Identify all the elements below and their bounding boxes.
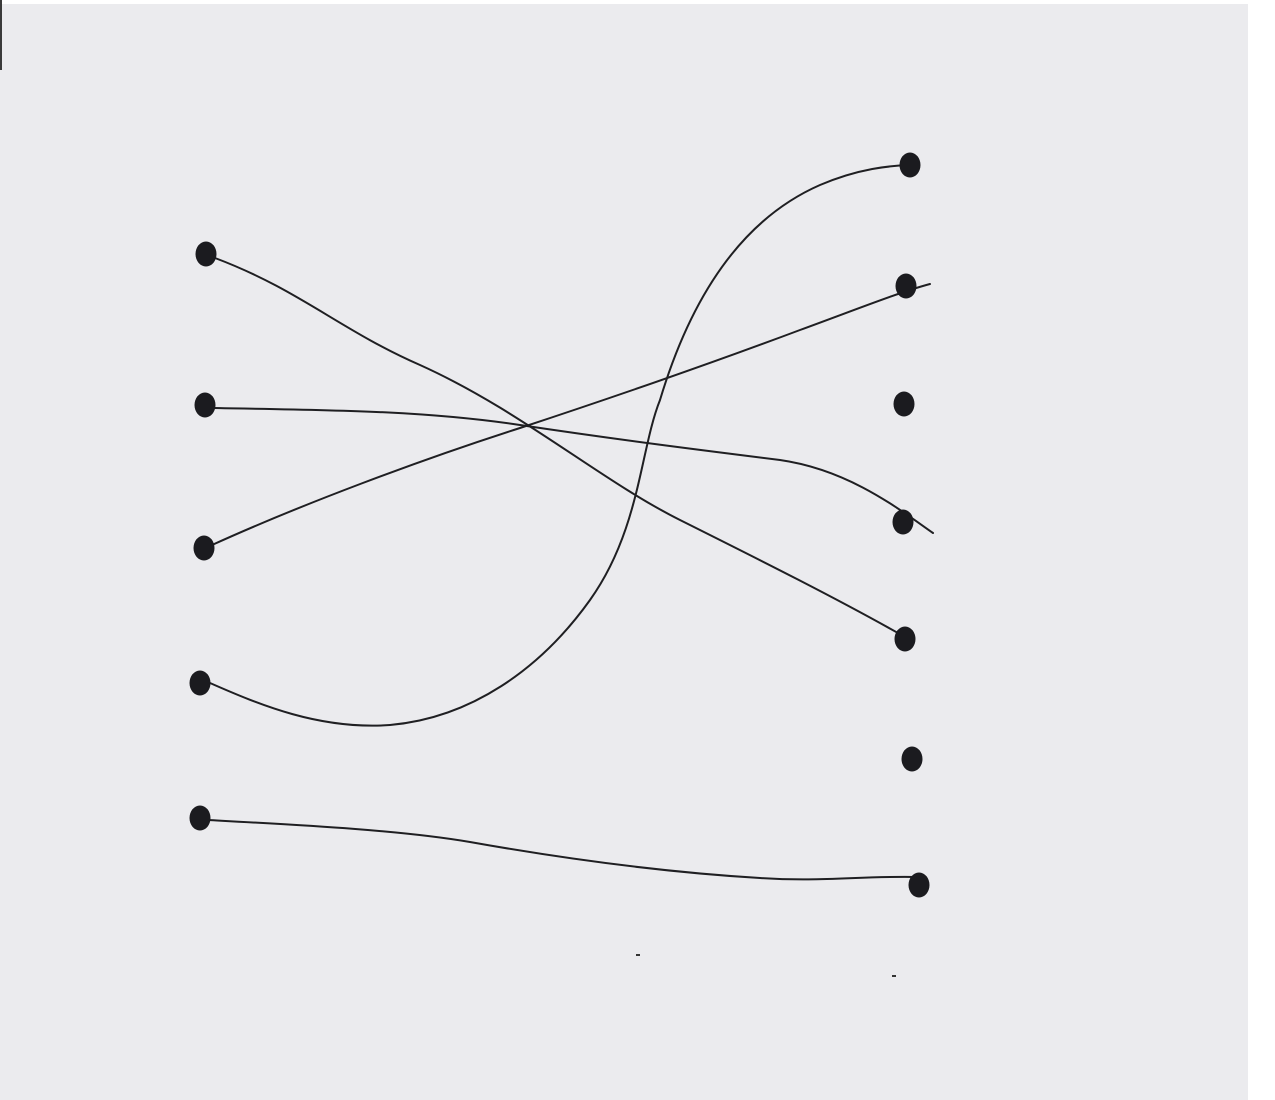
scan-edge-left-dark xyxy=(0,0,2,70)
right-node-r1 xyxy=(899,152,921,178)
right-node-r4 xyxy=(892,509,914,535)
connection-line-l3-r2 xyxy=(211,283,931,546)
scan-edge-top xyxy=(0,0,1275,4)
paper-background xyxy=(0,0,1248,1100)
stray-mark xyxy=(892,975,896,977)
right-node-r6 xyxy=(901,746,923,772)
stray-mark xyxy=(636,954,640,956)
connection-line-l4-r1 xyxy=(209,164,909,727)
left-node-l1 xyxy=(195,241,217,267)
connection-line-l1-r5 xyxy=(214,257,906,638)
left-node-l5 xyxy=(189,805,211,831)
right-node-r3 xyxy=(893,391,915,417)
node-dots xyxy=(189,152,930,977)
left-node-l2 xyxy=(194,392,216,418)
right-node-r2 xyxy=(895,273,917,299)
connection-lines xyxy=(207,164,934,881)
right-node-r7 xyxy=(908,872,930,898)
connection-line-l5-r7 xyxy=(207,819,916,881)
left-node-l4 xyxy=(189,670,211,696)
connection-line-l2-r4 xyxy=(213,407,934,534)
right-node-r5 xyxy=(894,626,916,652)
left-node-l3 xyxy=(193,535,215,561)
scan-edge-right xyxy=(1248,0,1275,1100)
